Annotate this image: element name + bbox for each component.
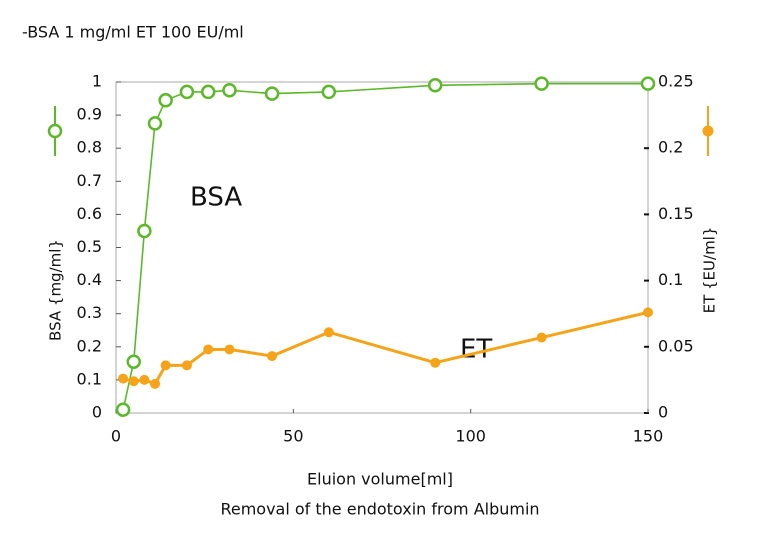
x-tick-label: 100 (455, 427, 486, 446)
data-point (643, 307, 653, 318)
data-point (267, 351, 278, 362)
data-point (158, 92, 173, 108)
y2-tick-label: 0 (658, 403, 668, 422)
y-tick-label: 1 (92, 72, 102, 91)
data-point (115, 402, 131, 417)
y2-tick-label: 0.2 (658, 138, 683, 157)
y-tick-label: 0 (92, 403, 102, 422)
y-axis-label: BSA {mg/ml} (47, 239, 65, 341)
data-point (139, 374, 150, 385)
y2-tick-label: 0.15 (658, 204, 694, 223)
y2-tick-label: 0.25 (658, 72, 694, 91)
data-point (640, 76, 656, 91)
y2-tick-label: 0.05 (658, 336, 694, 355)
data-point (128, 376, 139, 387)
y-tick-label: 0.1 (77, 369, 102, 388)
y-tick-label: 0.8 (77, 138, 102, 157)
data-point (427, 78, 443, 93)
data-point (323, 327, 334, 338)
data-point (321, 84, 337, 100)
y2-tick-label: 0.1 (658, 270, 683, 289)
y-tick-label: 0.9 (77, 105, 102, 124)
y-tick-label: 0.5 (77, 237, 102, 256)
series-line (122, 82, 648, 410)
plot-frame (115, 81, 649, 414)
data-point (179, 84, 195, 100)
data-point (430, 357, 441, 368)
data-point (118, 373, 129, 384)
data-point (137, 223, 152, 239)
x-axis-label: Eluion volume[ml] (307, 470, 453, 489)
legend-et-symbol (702, 106, 714, 156)
x-tick-label: 0 (111, 427, 121, 446)
data-point (200, 84, 216, 100)
series-line (122, 310, 649, 386)
data-point (150, 378, 161, 389)
caption: Removal of the endotoxin from Albumin (220, 500, 539, 519)
data-point (264, 86, 280, 101)
x-tick-label: 50 (283, 427, 303, 446)
bsa-annotation: BSA (190, 183, 242, 213)
y-tick-label: 0.7 (77, 171, 102, 190)
data-point (222, 83, 237, 98)
data-point (203, 344, 214, 355)
chart-title: -BSA 1 mg/ml ET 100 EU/ml (22, 23, 244, 42)
y2-axis-label: ET {EU/ml} (701, 227, 719, 314)
data-point (181, 360, 192, 371)
data-point (536, 332, 547, 343)
legend-bsa-symbol (47, 106, 63, 156)
data-point (534, 76, 549, 91)
y-tick-label: 0.6 (77, 204, 102, 223)
data-point (147, 116, 163, 131)
x-tick-label: 150 (633, 427, 664, 446)
y-tick-label: 0.4 (77, 270, 102, 289)
data-point (126, 354, 141, 369)
y-tick-label: 0.3 (77, 303, 102, 322)
data-point (160, 360, 171, 371)
y-tick-label: 0.2 (77, 336, 102, 355)
data-point (224, 344, 235, 355)
